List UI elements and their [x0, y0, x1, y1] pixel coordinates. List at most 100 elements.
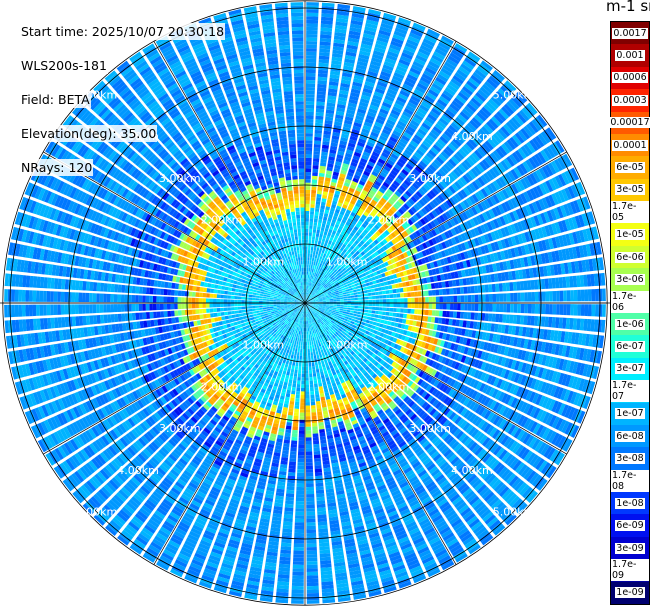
ppi-gate [370, 131, 379, 138]
ppi-gate [334, 235, 339, 240]
ppi-gate [381, 207, 388, 214]
ppi-gate [394, 147, 403, 154]
ppi-gate [329, 306, 333, 309]
ppi-gate [355, 67, 366, 74]
ppi-gate [368, 67, 380, 74]
ppi-gate [316, 496, 325, 501]
ppi-gate [473, 247, 480, 257]
ppi-gate [469, 218, 476, 228]
ppi-gate [325, 224, 330, 229]
ppi-gate [306, 16, 319, 21]
ppi-gate [537, 253, 543, 265]
ppi-gate [305, 295, 307, 300]
ppi-gate [526, 280, 532, 290]
ppi-gate [392, 327, 398, 332]
ppi-gate [379, 323, 384, 328]
ppi-gate [438, 153, 447, 162]
ppi-gate [481, 106, 492, 117]
ppi-gate [329, 237, 334, 242]
ppi-gate [307, 289, 310, 293]
ppi-gate [451, 195, 459, 204]
ppi-gate [341, 280, 346, 284]
ppi-gate [455, 94, 467, 104]
ppi-gate [407, 275, 413, 281]
ppi-gate [481, 142, 492, 153]
ppi-gate [461, 86, 474, 96]
ppi-gate [436, 324, 442, 331]
ppi-gate [318, 248, 323, 253]
ppi-gate [562, 276, 567, 288]
ppi-gate [573, 304, 578, 316]
ppi-gate [391, 331, 396, 337]
ppi-gate [356, 314, 361, 318]
ppi-gate [464, 105, 475, 116]
ppi-gate [352, 125, 361, 131]
ppi-gate [421, 297, 426, 303]
ppi-gate [385, 276, 391, 281]
ppi-gate [513, 303, 518, 313]
ppi-gate [380, 105, 391, 112]
ppi-gate [500, 345, 506, 355]
ppi-gate [321, 13, 334, 18]
ppi-gate [308, 300, 312, 302]
ppi-gate [447, 247, 453, 256]
ppi-gate [465, 259, 471, 268]
ppi-gate [359, 50, 371, 57]
ppi-gate [313, 379, 318, 384]
ppi-gate [413, 113, 424, 122]
ppi-gate [514, 132, 525, 144]
ppi-gate [547, 370, 555, 382]
ppi-gate [319, 435, 326, 441]
ppi-gate [318, 421, 324, 427]
ppi-gate [388, 240, 394, 247]
ppi-gate [497, 324, 503, 333]
ppi-gate [349, 231, 355, 237]
ppi-gate [419, 104, 430, 113]
ppi-gate [306, 296, 308, 300]
ppi-gate [395, 283, 400, 289]
ppi-gate [349, 165, 357, 171]
ppi-gate [363, 211, 369, 217]
ppi-gate [376, 318, 382, 323]
ppi-gate [574, 377, 582, 390]
ppi-gate [454, 135, 465, 145]
ppi-gate [308, 246, 311, 251]
ppi-gate [331, 291, 336, 295]
ppi-gate [443, 257, 449, 265]
ppi-gate [495, 293, 500, 302]
ppi-gate [459, 261, 465, 269]
ppi-gate [582, 348, 589, 361]
ppi-gate [394, 322, 399, 328]
ppi-gate [327, 311, 332, 315]
ppi-gate [381, 286, 386, 291]
ppi-gate [356, 237, 362, 243]
ppi-gate [343, 284, 348, 288]
ppi-gate [382, 128, 391, 136]
ppi-gate [464, 329, 470, 337]
ppi-gate [336, 272, 341, 277]
ppi-gate [307, 260, 310, 265]
ppi-gate [375, 230, 381, 237]
ppi-gate [392, 75, 403, 83]
ppi-gate [466, 156, 475, 167]
ppi-gate [533, 279, 539, 290]
ppi-gate [305, 133, 313, 137]
ppi-gate [403, 107, 414, 116]
ppi-gate [383, 213, 390, 220]
ppi-gate [334, 290, 339, 293]
ppi-gate [416, 82, 428, 91]
ppi-gate [313, 280, 317, 285]
ppi-gate [435, 101, 446, 111]
ppi-gate [485, 303, 490, 312]
ppi-gate [412, 267, 418, 274]
ppi-gate [578, 378, 586, 392]
ppi-gate [324, 227, 329, 233]
ppi-gate [479, 145, 489, 155]
ppi-gate [321, 151, 328, 157]
ppi-gate [541, 291, 546, 302]
ppi-gate [442, 64, 454, 74]
ppi-gate [344, 58, 356, 64]
ppi-gate [347, 303, 352, 306]
ppi-gate [350, 305, 355, 308]
ppi-gate [368, 244, 374, 250]
